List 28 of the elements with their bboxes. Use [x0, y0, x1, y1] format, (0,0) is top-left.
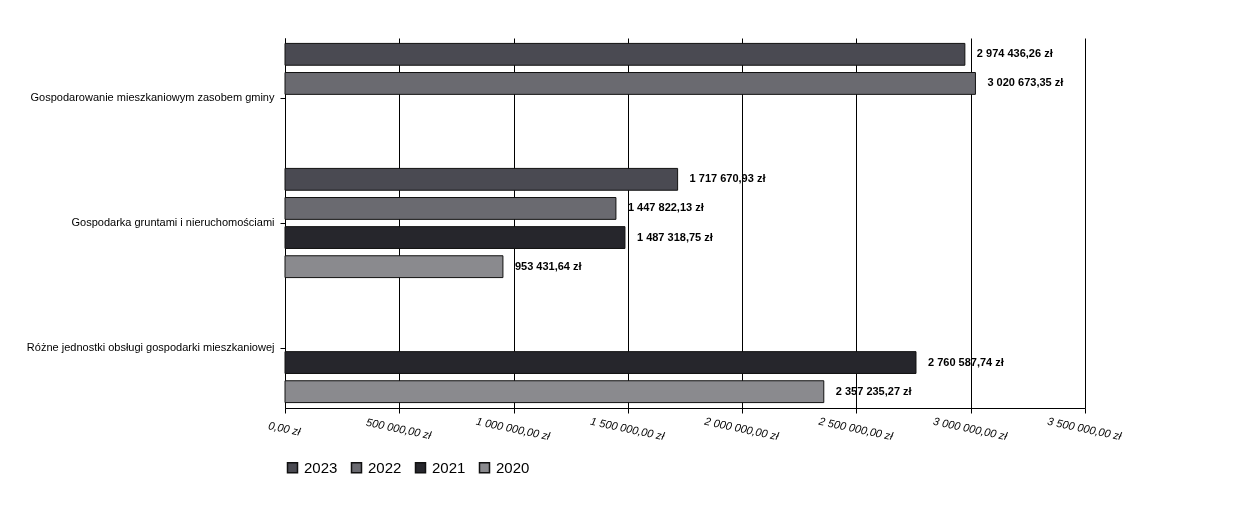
x-tick-label: 1 000 000,00 zł [474, 414, 552, 443]
x-tick-label: 2 000 000,00 zł [702, 414, 781, 443]
bar [284, 167, 679, 191]
data-label: 2 974 436,26 zł [976, 47, 1053, 60]
bar [284, 72, 976, 95]
data-label: 953 431,64 zł [514, 259, 582, 272]
bar [284, 42, 966, 66]
data-label: 1 487 318,75 zł [636, 230, 713, 243]
legend-label: 2021 [432, 458, 466, 476]
data-label: 3 020 673,35 zł [987, 76, 1064, 89]
bar [284, 255, 504, 279]
legend-label: 2020 [496, 458, 530, 476]
bar [284, 351, 917, 374]
y-tick-label: Różne jednostki obsługi gospodarki mieszkaniowej [26, 341, 275, 353]
x-tick-label: 1 500 000,00 zł [589, 414, 666, 443]
bar [284, 380, 825, 404]
x-tick-label: 3 500 000,00 zł [1046, 414, 1124, 443]
bar [284, 226, 626, 249]
data-label: 1 447 822,13 zł [627, 201, 704, 214]
x-tick-label: 500 000,00 zł [365, 415, 433, 442]
bar [284, 197, 617, 220]
legend-label: 2022 [368, 458, 402, 476]
y-tick-label: Gospodarowanie mieszkaniowym zasobem gminy [30, 91, 275, 103]
x-tick-label: 2 500 000,00 zł [816, 414, 895, 443]
legend-label: 2023 [304, 458, 338, 476]
y-tick-label: Gospodarka gruntami i nieruchomościami [71, 216, 275, 228]
x-tick-label: 3 000 000,00 zł [932, 414, 1009, 443]
x-tick-label: 0,00 zł [267, 419, 303, 438]
